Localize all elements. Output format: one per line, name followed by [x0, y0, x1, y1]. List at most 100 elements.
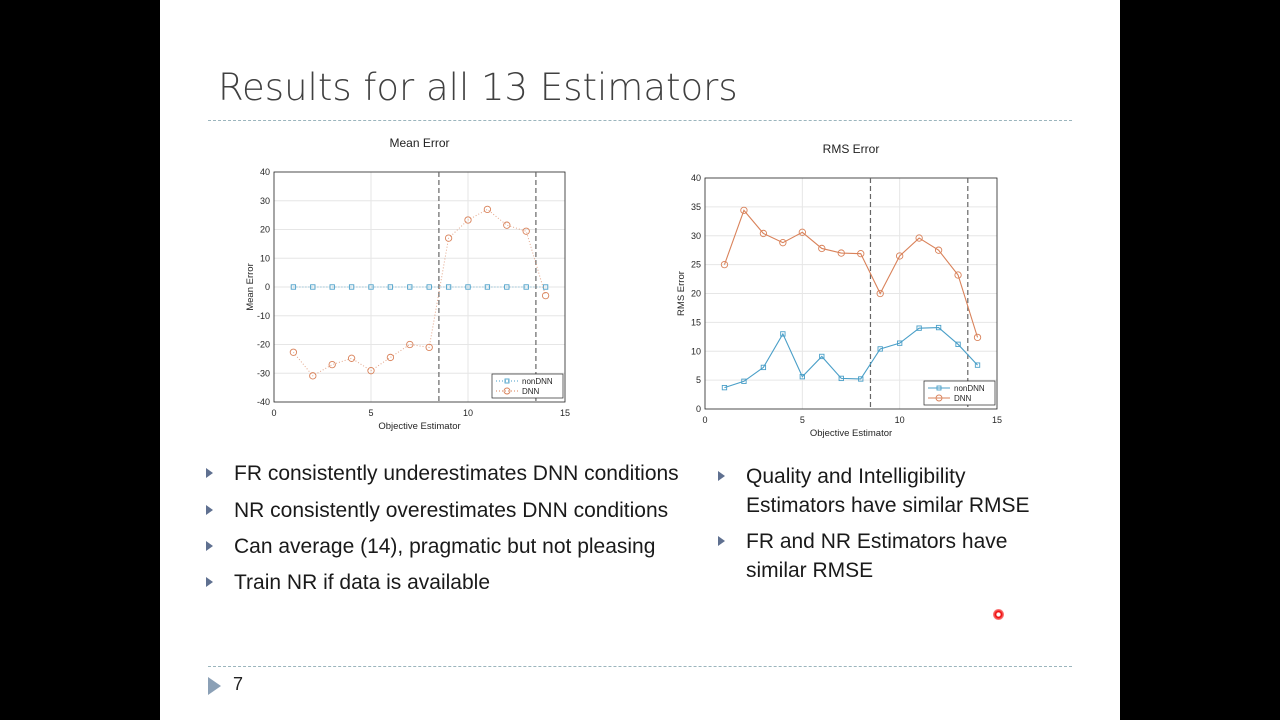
data-point-DNN — [406, 340, 414, 349]
y-tick-label: 20 — [260, 225, 270, 235]
data-point-nonDNN — [484, 284, 491, 290]
data-point-nonDNN — [465, 284, 471, 290]
legend-box — [491, 373, 564, 399]
data-point-nonDNN — [426, 284, 432, 290]
legend-label: nonDNN — [522, 377, 553, 386]
series-line-nonDNN — [724, 327, 978, 389]
data-point-nonDNN — [329, 284, 335, 290]
data-point-nonDNN — [387, 284, 394, 290]
legend-label: nonDNN — [954, 384, 985, 393]
data-point-nonDNN — [838, 375, 844, 382]
legend-box — [923, 380, 996, 406]
data-point-DNN — [425, 343, 433, 352]
bullet-left-2: NR consistently overestimates DNN condit… — [206, 496, 669, 525]
data-point-DNN — [720, 260, 729, 269]
chart-2: 0 5 10 15 0 5 10 15 20 25 30 35 40 RMS Error Objective… — [676, 142, 1002, 439]
legend-label: DNN — [522, 387, 540, 396]
y-tick-label: -10 — [257, 311, 270, 321]
bullet-arrow-icon — [206, 468, 213, 478]
data-point-DNN — [759, 229, 768, 238]
data-point-DNN — [818, 244, 826, 253]
bullet-left-3: Can average (14), pragmatic but not plea… — [206, 532, 656, 561]
x-tick-label: 5 — [368, 408, 373, 418]
plot-border — [704, 177, 998, 410]
y-tick-label: 40 — [691, 173, 701, 183]
y-tick-label: 35 — [691, 202, 701, 212]
legend-circle-icon — [935, 394, 943, 402]
slide: Results for all 13 Estimators 0 5 10 15 -40 -… — [160, 0, 1120, 720]
bullet-left-4: Train NR if data is available — [206, 568, 490, 597]
y-tick-label: 30 — [260, 196, 270, 206]
data-point-nonDNN — [897, 340, 903, 346]
bullet-text-line: FR and NR Estimators have — [746, 530, 1008, 553]
data-point-nonDNN — [760, 364, 767, 371]
data-point-DNN — [896, 252, 904, 260]
bullet-arrow-icon — [206, 577, 213, 587]
data-point-nonDNN — [935, 324, 942, 331]
bullet-text: Train NR if data is available — [234, 571, 490, 594]
bullet-arrow-icon — [206, 505, 213, 515]
footer-arrow-icon — [208, 677, 221, 695]
y-tick-label: 20 — [691, 289, 701, 299]
data-point-nonDNN — [310, 284, 316, 290]
legend-square-icon — [504, 378, 510, 384]
bullet-text: FR consistently underestimates DNN condi… — [234, 462, 679, 485]
data-point-DNN — [522, 227, 530, 235]
y-tick-label: 25 — [691, 260, 701, 270]
data-point-DNN — [541, 291, 550, 300]
data-point-DNN — [328, 360, 336, 369]
x-tick-label: 10 — [895, 415, 905, 425]
x-tick-label: 10 — [463, 408, 473, 418]
x-axis-label: Objective Estimator — [378, 421, 460, 432]
x-tick-label: 0 — [702, 415, 707, 425]
data-point-nonDNN — [504, 284, 510, 290]
bullet-text-line: Quality and Intelligibility — [746, 465, 966, 488]
bullet-text: Can average (14), pragmatic but not plea… — [234, 535, 656, 558]
bullet-arrow-icon — [206, 541, 213, 551]
data-point-DNN — [483, 205, 492, 214]
chart-1: 0 5 10 15 -40 -30 -20 -10 0 10 20 30 40 Mean Error Obj… — [245, 136, 570, 432]
data-point-DNN — [464, 216, 472, 224]
data-point-nonDNN — [916, 325, 922, 331]
data-point-nonDNN — [290, 284, 297, 290]
legend-square-icon — [936, 385, 942, 391]
x-tick-label: 15 — [560, 408, 570, 418]
data-point-DNN — [740, 206, 748, 214]
data-point-nonDNN — [780, 331, 786, 337]
bullet-text: NR consistently overestimates DNN condit… — [234, 499, 669, 522]
laser-pointer-icon — [993, 609, 1004, 620]
page-number: 7 — [233, 674, 244, 694]
data-point-nonDNN — [877, 346, 883, 352]
y-tick-label: 0 — [696, 404, 701, 414]
data-point-DNN — [798, 228, 806, 236]
data-point-nonDNN — [955, 341, 961, 347]
data-point-DNN — [444, 234, 453, 242]
data-point-DNN — [779, 239, 787, 247]
y-axis-label: RMS Error — [676, 271, 687, 316]
y-tick-label: 40 — [260, 167, 270, 177]
plot-border — [273, 171, 566, 403]
x-tick-label: 0 — [271, 408, 276, 418]
x-tick-label: 5 — [800, 415, 805, 425]
charts-area: 0 5 10 15 -40 -30 -20 -10 0 10 20 30 40 Mean Error Obj… — [245, 136, 1002, 439]
bullet-right-2: FR and NR Estimators have similar RMSE — [718, 527, 1008, 585]
data-point-DNN — [934, 246, 943, 254]
data-point-DNN — [386, 353, 395, 362]
bullet-text-line: Estimators have similar RMSE — [746, 494, 1030, 517]
data-point-nonDNN — [523, 284, 529, 290]
bullet-arrow-icon — [718, 471, 725, 481]
data-point-DNN — [973, 333, 982, 342]
y-tick-label: -20 — [257, 340, 270, 350]
data-point-nonDNN — [407, 284, 413, 290]
y-tick-label: -30 — [257, 368, 270, 378]
top-divider — [208, 120, 1072, 121]
data-point-nonDNN — [368, 284, 374, 290]
legend-circle-icon — [503, 387, 511, 395]
chart-title: Mean Error — [389, 136, 449, 150]
data-point-DNN — [915, 234, 923, 242]
y-axis-label: Mean Error — [245, 263, 256, 311]
slide-title: Results for all 13 Estimators — [218, 66, 738, 109]
y-tick-label: -40 — [257, 397, 270, 407]
